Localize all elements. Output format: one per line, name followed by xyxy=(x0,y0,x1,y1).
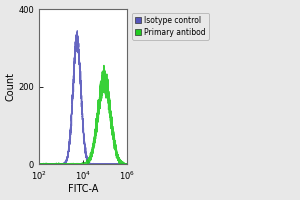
X-axis label: FITC-A: FITC-A xyxy=(68,184,98,194)
Y-axis label: Count: Count xyxy=(6,72,16,101)
Legend: Isotype control, Primary antibod: Isotype control, Primary antibod xyxy=(132,13,209,40)
